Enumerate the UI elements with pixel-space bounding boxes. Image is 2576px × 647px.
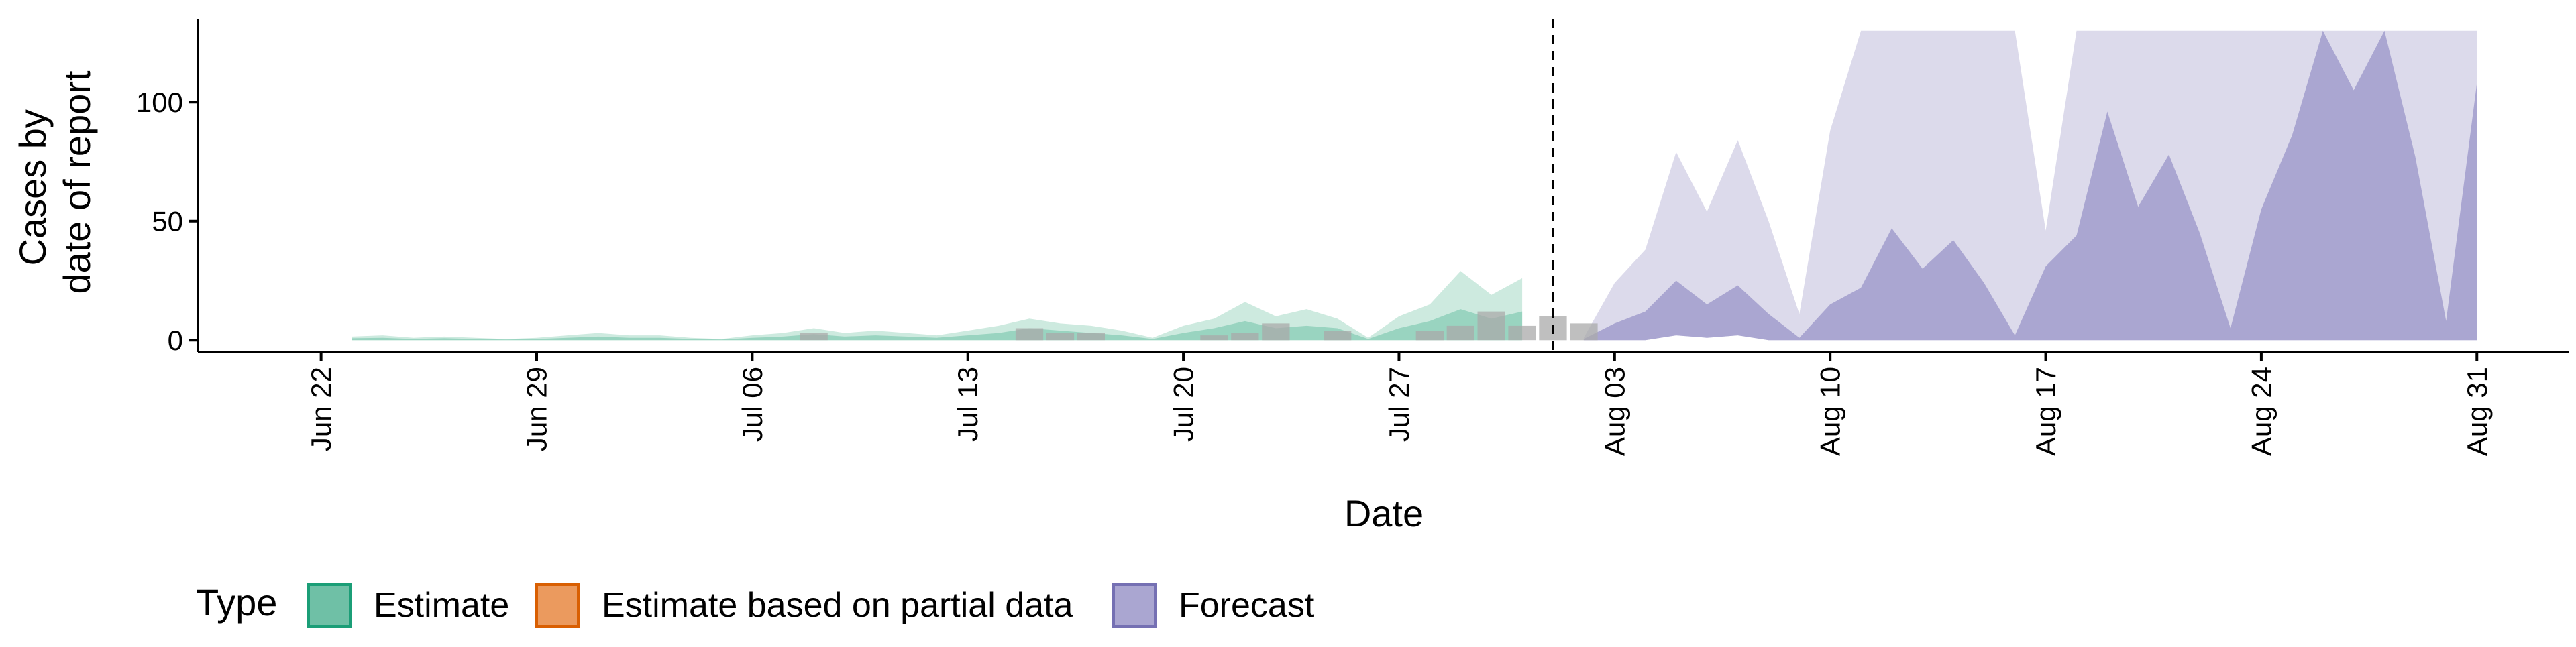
x-tick-label: Jun 22 <box>305 367 337 451</box>
legend-key-2 <box>535 583 580 628</box>
legend-key-1 <box>307 583 352 628</box>
observed-bar <box>1570 323 1598 341</box>
x-tick-label: Aug 24 <box>2245 367 2277 456</box>
legend-label-3: Forecast <box>1179 586 1315 625</box>
observed-bar <box>1446 325 1474 341</box>
estimate-band-outer <box>352 271 1523 341</box>
x-tick-label: Jul 20 <box>1168 367 1199 442</box>
x-tick-label: Jul 06 <box>737 367 768 442</box>
observed-bar <box>800 333 828 341</box>
legend-title: Type <box>196 581 277 624</box>
axes <box>197 19 2569 353</box>
y-tick-label: 50 <box>152 205 183 237</box>
legend-label-2: Estimate based on partial data <box>602 586 1073 625</box>
y-tick-label: 0 <box>168 325 183 356</box>
x-tick-label: Aug 31 <box>2461 367 2493 456</box>
x-tick-label: Aug 10 <box>1815 367 1846 456</box>
y-axis-ticks: 0 50 100 <box>136 86 198 356</box>
x-tick-label: Jun 29 <box>521 367 553 451</box>
y-axis-title-line-1: Cases by <box>11 109 54 266</box>
observed-bar <box>1324 331 1352 341</box>
uncertainty-bands <box>352 30 2477 341</box>
x-tick-label: Aug 17 <box>2030 367 2061 456</box>
x-tick-label: Jul 13 <box>952 367 983 442</box>
observed-bar <box>1508 325 1536 341</box>
forecast-band-inner <box>1583 30 2477 341</box>
observed-bars <box>800 311 1598 341</box>
y-axis-title-line-2: date of report <box>56 70 98 294</box>
observed-bar <box>1415 331 1444 341</box>
x-axis-ticks: Jun 22 Jun 29 Jul 06 Jul 13 Jul 20 Jul 27 Aug … <box>305 352 2493 456</box>
estimate-band-inner <box>352 309 1523 341</box>
legend-label-1: Estimate <box>374 586 509 625</box>
observed-bar <box>1262 323 1290 341</box>
x-axis-title: Date <box>1344 492 1424 534</box>
y-tick-label: 100 <box>136 86 183 118</box>
y-axis-title: Cases by date of report <box>11 70 98 294</box>
x-tick-label: Aug 03 <box>1599 367 1630 456</box>
observed-bar <box>1477 311 1505 341</box>
observed-bar <box>1077 333 1105 341</box>
legend-key-3 <box>1112 583 1157 628</box>
observed-bar <box>1015 328 1044 341</box>
observed-bar <box>1046 333 1075 341</box>
observed-bar <box>1231 333 1259 341</box>
x-tick-label: Jul 27 <box>1383 367 1415 442</box>
legend: Type Estimate Estimate based on partial d… <box>196 581 1315 628</box>
observed-bar <box>1200 335 1228 341</box>
